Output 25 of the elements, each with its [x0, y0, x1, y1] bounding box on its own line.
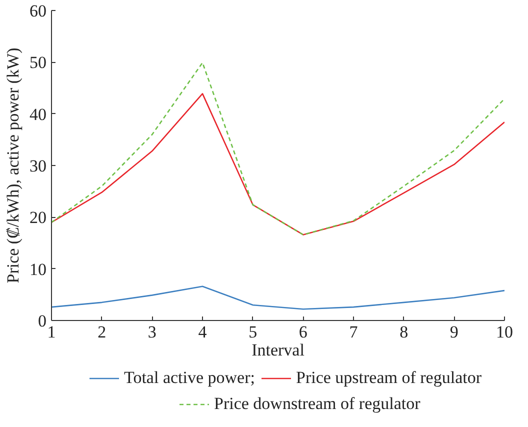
x-tick-label: 8: [400, 322, 408, 342]
x-tick-label: 3: [148, 322, 156, 342]
legend-label: Price upstream of regulator: [296, 368, 482, 388]
y-tick-label: 10: [30, 260, 46, 279]
x-axis-title: Interval: [252, 340, 305, 360]
x-tick-label: 1: [47, 322, 56, 342]
x-tick-label: 4: [198, 322, 208, 342]
line-series: [52, 62, 504, 236]
x-tick-label: 2: [98, 322, 106, 342]
y-axis-title: Price (₡/kWh), active power (kW): [4, 48, 22, 284]
y-tick-label: 0: [38, 312, 46, 330]
y-tick-label: 40: [30, 104, 46, 124]
y-tick-label: 20: [30, 208, 46, 228]
line-series: [52, 93, 504, 236]
line-series: [52, 286, 504, 310]
y-tick-label: 50: [30, 53, 46, 72]
legend-label: Total active power;: [124, 368, 255, 388]
x-tick-label: 10: [496, 322, 513, 342]
y-tick-label: 60: [30, 2, 46, 20]
y-tick-label: 30: [30, 156, 46, 176]
legend-label: Price downstream of regulator: [214, 394, 420, 414]
x-tick-label: 6: [298, 322, 308, 342]
x-tick-label: 7: [349, 322, 358, 342]
x-tick-label: 9: [450, 322, 458, 342]
x-tick-label: 5: [248, 322, 258, 342]
